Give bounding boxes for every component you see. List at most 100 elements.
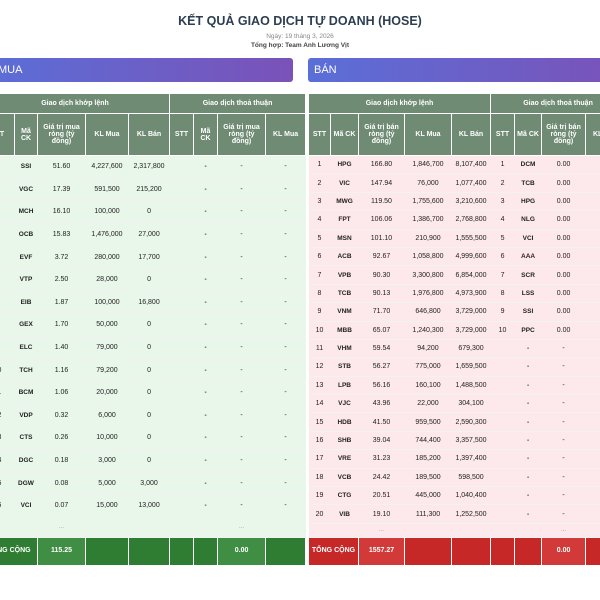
cell: - xyxy=(265,291,306,315)
cell: - xyxy=(541,431,586,451)
group-header: Giao dịch thoả thuận xyxy=(490,93,600,114)
cell: 166.80 xyxy=(358,155,405,175)
cell: 5 xyxy=(308,229,331,248)
ellipsis: ... xyxy=(541,523,586,538)
cell: 0.18 xyxy=(37,449,86,473)
stock-code: TCB xyxy=(330,284,359,304)
cell: - xyxy=(217,426,266,450)
cell: 14 xyxy=(308,394,331,414)
cell: 10 xyxy=(308,321,331,340)
stock-code: VNM xyxy=(330,302,359,322)
cell xyxy=(585,468,600,488)
cell xyxy=(169,381,194,405)
cell xyxy=(490,412,515,432)
page-title: KẾT QUẢ GIAO DỊCH TỰ DOANH (HOSE) xyxy=(178,14,422,28)
cell: 17.39 xyxy=(37,178,86,202)
stock-code: AAA xyxy=(514,247,542,267)
ellipsis xyxy=(330,523,359,538)
cell: 0.07 xyxy=(37,494,86,518)
cell: 0.00 xyxy=(541,302,586,322)
total-cell xyxy=(450,536,492,566)
cell: 0.00 xyxy=(541,265,586,285)
stock-code: SSI xyxy=(514,302,542,322)
cell xyxy=(585,265,600,285)
cell: 8 xyxy=(490,284,515,304)
cell: 65.07 xyxy=(358,321,405,340)
cell: 43.96 xyxy=(358,394,405,414)
stock-code: - xyxy=(193,155,218,179)
stock-code: DGC xyxy=(14,449,38,473)
column-header: STT xyxy=(169,113,195,156)
cell: 959,500 xyxy=(404,412,452,432)
cell: 10 xyxy=(0,358,15,382)
cell: 2,317,800 xyxy=(128,155,170,179)
cell: 0 xyxy=(128,358,170,382)
cell: 1,846,700 xyxy=(404,155,452,175)
total-cell xyxy=(127,536,171,566)
cell: 8 xyxy=(0,313,15,337)
total-value: 115.25 xyxy=(37,536,86,566)
cell: 16 xyxy=(0,494,15,518)
cell: 210,900 xyxy=(404,229,452,248)
cell: - xyxy=(217,471,266,495)
cell: 76,000 xyxy=(404,173,452,193)
ellipsis xyxy=(14,517,38,538)
report-date: Ngày: 19 tháng 3, 2026 xyxy=(266,33,334,40)
total-cell xyxy=(265,536,307,566)
data-row: 18 VCB 24.42 189,500 598,500 - - xyxy=(308,468,600,488)
cell: 90.13 xyxy=(358,284,405,304)
cell xyxy=(169,404,194,428)
stock-code: - xyxy=(193,268,218,292)
cell: - xyxy=(541,376,586,396)
cell: 12 xyxy=(0,404,15,428)
cell xyxy=(490,486,515,506)
stock-code: VGC xyxy=(14,178,38,202)
cell: 6 xyxy=(0,268,15,292)
cell: 39.04 xyxy=(358,431,405,451)
cell: 1.40 xyxy=(37,336,86,360)
cell: - xyxy=(265,200,306,224)
cell: 100,000 xyxy=(85,200,129,224)
cell: 56.27 xyxy=(358,357,405,377)
total-label: TỔNG CỘNG xyxy=(308,536,359,566)
cell xyxy=(585,247,600,267)
cell: 3,000 xyxy=(128,471,170,495)
cell xyxy=(169,291,194,315)
cell: - xyxy=(217,336,266,360)
cell: 16 xyxy=(308,431,331,451)
data-row: 12 STB 56.27 775,000 1,659,500 - - xyxy=(308,357,600,377)
cell: - xyxy=(541,504,586,524)
cell: 101.10 xyxy=(358,229,405,248)
data-row: 10 MBB 65.07 1,240,300 3,729,000 10 PPC 0.00 xyxy=(308,321,600,340)
cell xyxy=(585,376,600,396)
stock-code: LSS xyxy=(514,284,542,304)
cell: 3,000 xyxy=(85,449,129,473)
cell: - xyxy=(217,200,266,224)
stock-code: CTS xyxy=(14,426,38,450)
stock-code: HPG xyxy=(330,155,359,175)
stock-code: FPT xyxy=(330,210,359,230)
ellipsis-row: ...... xyxy=(0,517,306,538)
cell: - xyxy=(217,381,266,405)
cell: 0 xyxy=(128,200,170,224)
stock-code: - xyxy=(193,313,218,337)
cell: 1,976,800 xyxy=(404,284,452,304)
total-value: 0.00 xyxy=(217,536,267,566)
cell: 445,000 xyxy=(404,486,452,506)
ellipsis: ... xyxy=(37,517,86,538)
stock-code: EIB xyxy=(14,291,38,315)
cell: 3,357,500 xyxy=(451,431,491,451)
cell: 1,659,500 xyxy=(451,357,491,377)
cell: 7 xyxy=(308,265,331,285)
ellipsis xyxy=(308,523,331,538)
total-value: 0.00 xyxy=(541,536,587,566)
